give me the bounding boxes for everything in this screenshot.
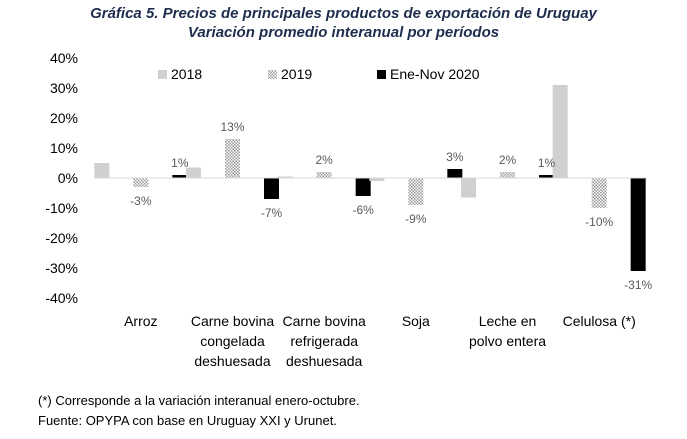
legend-label: Ene-Nov 2020 bbox=[390, 66, 480, 82]
legend-swatch bbox=[377, 70, 386, 79]
y-tick-label: 40% bbox=[50, 50, 78, 66]
bar-chart: 40% 30% 20% 10% 0% -10% -20% -30% -40% -3% 1% 13% -… bbox=[45, 50, 652, 369]
legend-swatch bbox=[158, 70, 167, 79]
bar-2019 bbox=[225, 139, 240, 178]
data-label: -10% bbox=[585, 215, 613, 229]
bar-2018 bbox=[277, 176, 293, 178]
y-tick-label: -10% bbox=[45, 200, 78, 216]
bar-2019 bbox=[133, 178, 149, 187]
y-tick-label: 0% bbox=[58, 170, 78, 186]
data-label: 1% bbox=[171, 156, 189, 170]
bar-ene-nov-2020 bbox=[172, 175, 188, 178]
bar-2019 bbox=[316, 172, 332, 178]
chart-title: Gráfica 5. Precios de principales produc… bbox=[90, 5, 597, 22]
chart-subtitle: Variación promedio interanual por períod… bbox=[187, 24, 500, 41]
category-label: Celulosa (*) bbox=[563, 313, 636, 329]
bar-2018 bbox=[552, 85, 568, 178]
y-tick-label: -30% bbox=[45, 260, 78, 276]
data-label: -7% bbox=[261, 206, 283, 220]
data-label: 1% bbox=[538, 156, 556, 170]
bar-2019 bbox=[408, 178, 424, 205]
category-label: Leche en polvo entera bbox=[469, 313, 546, 349]
y-tick-label: 20% bbox=[50, 110, 78, 126]
y-tick-label: -40% bbox=[45, 290, 78, 306]
category-label: Arroz bbox=[124, 313, 157, 329]
bar-2019 bbox=[500, 172, 515, 178]
data-label: -31% bbox=[624, 278, 652, 292]
source-note: Fuente: OPYPA con base en Uruguay XXI y … bbox=[38, 413, 337, 428]
data-label: 2% bbox=[499, 153, 517, 167]
data-label: -6% bbox=[352, 203, 374, 217]
y-tick-label: 10% bbox=[50, 140, 78, 156]
y-tick-label: -20% bbox=[45, 230, 78, 246]
data-label: 3% bbox=[446, 150, 464, 164]
bar-2018 bbox=[369, 178, 385, 181]
category-label: Carne bovina refrigerada deshuesada bbox=[283, 313, 366, 369]
footnote: (*) Corresponde a la variación interanua… bbox=[38, 393, 360, 408]
category-label: Soja bbox=[402, 313, 430, 329]
category-label: Carne bovina congelada deshuesada bbox=[191, 313, 274, 369]
data-label: -9% bbox=[405, 212, 427, 226]
bar-2018 bbox=[186, 167, 201, 178]
data-label: 13% bbox=[220, 120, 244, 134]
data-label: -3% bbox=[130, 194, 152, 208]
legend-label: 2018 bbox=[171, 66, 202, 82]
data-label: 2% bbox=[315, 153, 333, 167]
legend-label: 2019 bbox=[281, 66, 312, 82]
bar-2019 bbox=[591, 178, 607, 208]
bar-ene-nov-2020 bbox=[264, 178, 279, 199]
bar-ene-nov-2020 bbox=[355, 178, 371, 196]
bar-ene-nov-2020 bbox=[447, 169, 463, 178]
bar-ene-nov-2020 bbox=[630, 178, 646, 271]
bar-2018 bbox=[461, 178, 476, 198]
bar-ene-nov-2020 bbox=[539, 175, 554, 178]
bar-2018 bbox=[94, 163, 110, 178]
legend-swatch bbox=[268, 70, 277, 79]
y-tick-label: 30% bbox=[50, 80, 78, 96]
